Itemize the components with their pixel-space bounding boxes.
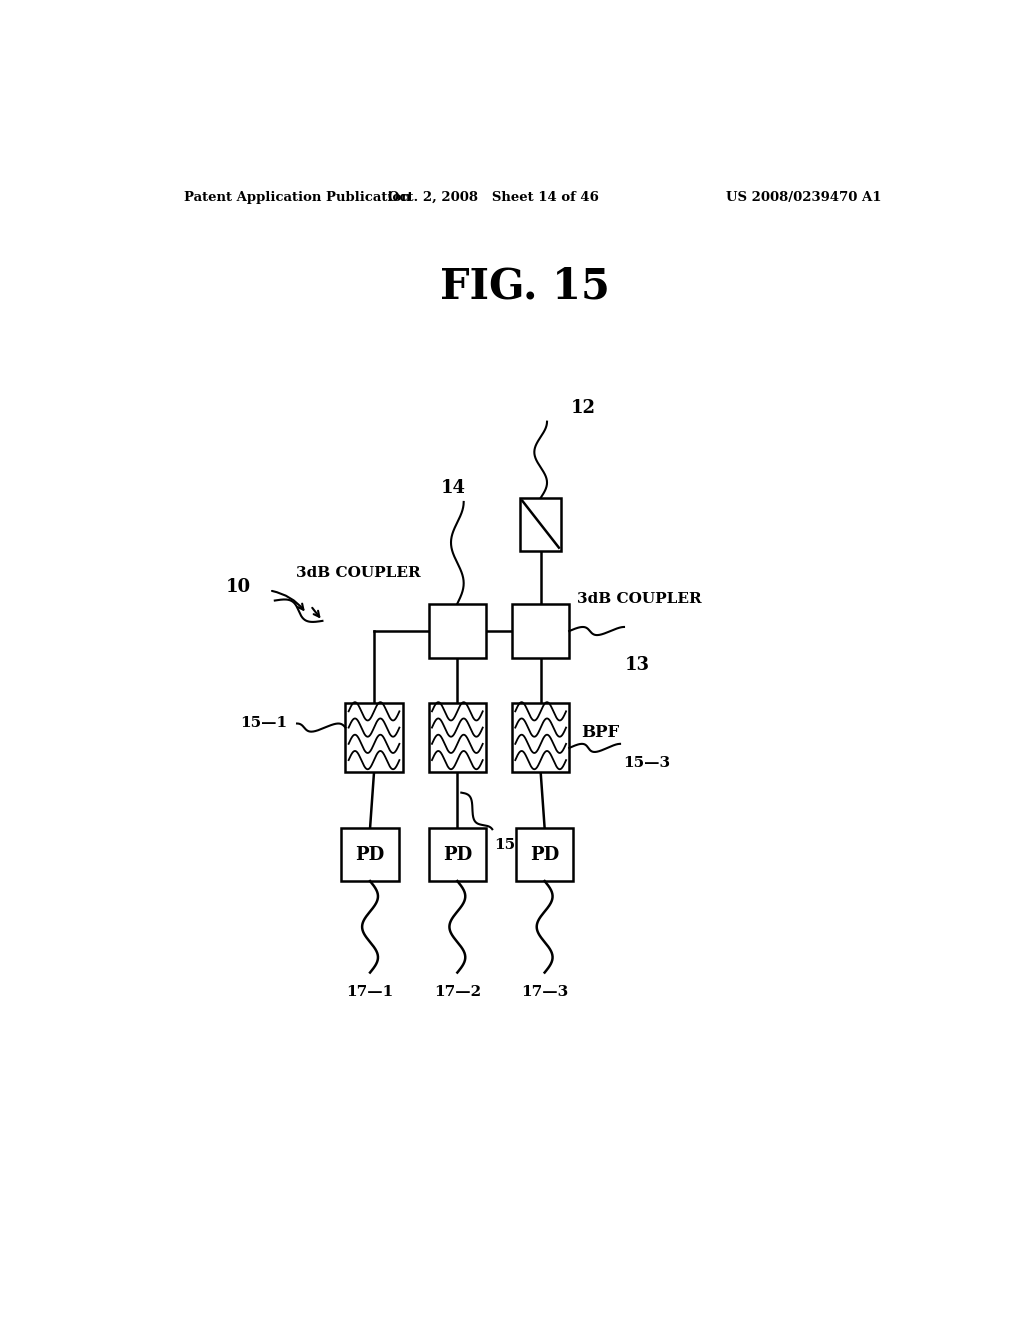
Text: 10: 10 — [226, 578, 251, 597]
Text: US 2008/0239470 A1: US 2008/0239470 A1 — [726, 191, 882, 203]
Text: Oct. 2, 2008   Sheet 14 of 46: Oct. 2, 2008 Sheet 14 of 46 — [388, 191, 598, 203]
Text: FIG. 15: FIG. 15 — [440, 265, 609, 308]
Text: 15—2: 15—2 — [495, 838, 542, 853]
Bar — [429, 603, 486, 659]
Text: 3dB COUPLER: 3dB COUPLER — [578, 591, 701, 606]
Bar — [520, 498, 561, 550]
Text: PD: PD — [530, 846, 559, 863]
Text: 13: 13 — [625, 656, 650, 675]
Text: PD: PD — [355, 846, 385, 863]
Bar — [429, 828, 486, 880]
Text: 17—3: 17—3 — [521, 985, 568, 999]
Text: 15—1: 15—1 — [241, 715, 288, 730]
Text: BPF: BPF — [582, 725, 620, 741]
Text: 3dB COUPLER: 3dB COUPLER — [296, 566, 421, 581]
Text: PD: PD — [442, 846, 472, 863]
Text: 14: 14 — [441, 479, 466, 496]
Bar — [345, 704, 402, 772]
Text: 15—3: 15—3 — [624, 756, 671, 770]
Text: 12: 12 — [570, 399, 596, 417]
Bar — [512, 603, 569, 659]
Bar — [516, 828, 573, 880]
Text: Patent Application Publication: Patent Application Publication — [183, 191, 411, 203]
Bar — [429, 704, 486, 772]
Bar — [512, 704, 569, 772]
Bar — [341, 828, 398, 880]
Text: 17—2: 17—2 — [434, 985, 481, 999]
Text: 17—1: 17—1 — [346, 985, 393, 999]
